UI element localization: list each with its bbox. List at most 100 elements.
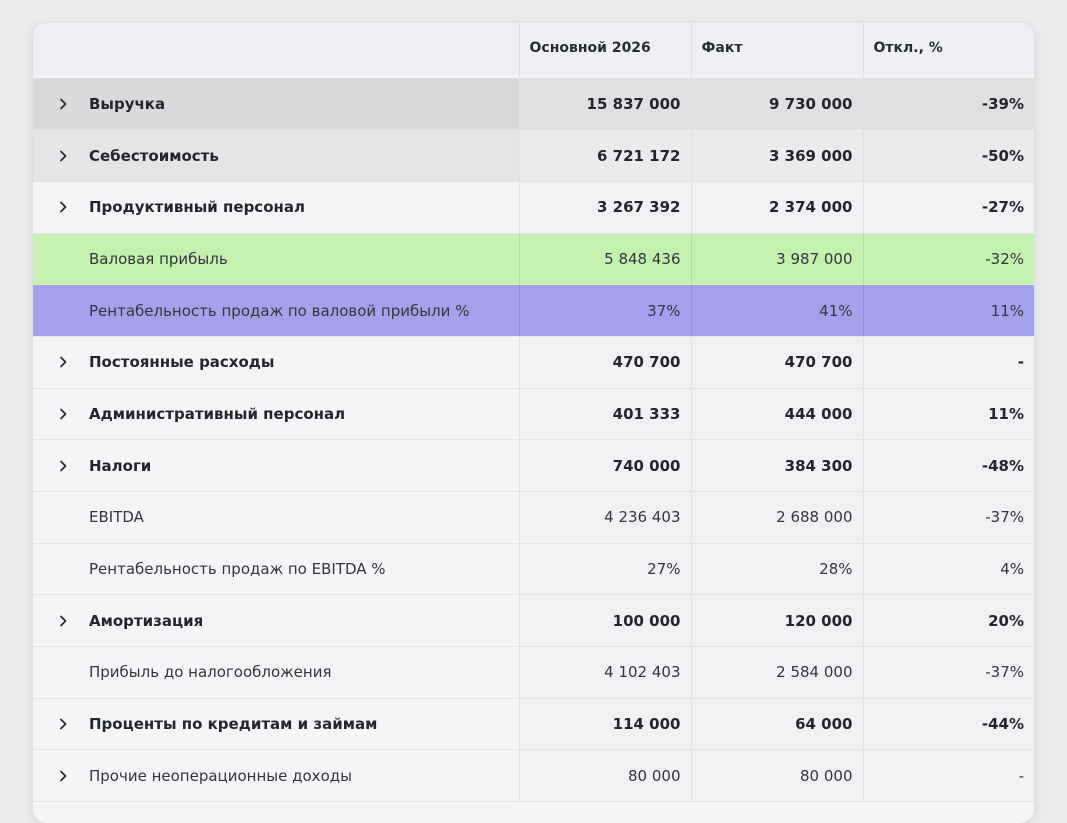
row-taxes[interactable]: Налоги 740 000 384 300 -48% <box>33 439 1034 492</box>
deviation-value: - <box>862 336 1034 389</box>
row-depreciation[interactable]: Амортизация 100 000 120 000 20% <box>33 594 1034 648</box>
chevron-right-icon[interactable] <box>55 406 71 422</box>
row-label: Выручка <box>89 94 166 113</box>
plan-value: 5 848 436 <box>518 233 691 286</box>
fact-value: 3 369 000 <box>690 129 863 182</box>
deviation-value: -48% <box>862 439 1034 492</box>
row-label: Постоянные расходы <box>89 353 275 372</box>
header-fact[interactable]: Факт <box>690 23 863 75</box>
row-label: Амортизация <box>89 611 204 630</box>
deviation-value: -27% <box>862 181 1034 234</box>
pnl-table: Основной 2026 Факт Откл., % Выручка 15 8… <box>33 23 1034 803</box>
row-label-cell: Валовая прибыль <box>33 233 519 286</box>
fact-value: 2 688 000 <box>690 491 863 544</box>
row-label-cell[interactable]: Продуктивный персонал <box>33 181 519 234</box>
row-admin-staff[interactable]: Административный персонал 401 333 444 00… <box>33 388 1034 441</box>
row-other-nonoperating-income[interactable]: Прочие неоперационные доходы 80 000 80 0… <box>33 749 1034 803</box>
row-label-cell: EBITDA <box>33 491 519 544</box>
row-label-cell[interactable]: Административный персонал <box>33 388 519 441</box>
row-label: Продуктивный персонал <box>89 198 305 217</box>
row-label-cell[interactable]: Себестоимость <box>33 129 519 182</box>
fact-value: 444 000 <box>690 388 863 441</box>
plan-value: 4 236 403 <box>518 491 691 544</box>
row-label-cell[interactable]: Проценты по кредитам и займам <box>33 698 519 751</box>
deviation-value: - <box>862 749 1034 803</box>
deviation-value: -44% <box>862 698 1034 751</box>
row-ebitda-margin: Рентабельность продаж по EBITDA % 27% 28… <box>33 543 1034 596</box>
row-gross-profit: Валовая прибыль 5 848 436 3 987 000 -32% <box>33 233 1034 286</box>
plan-value: 100 000 <box>518 594 691 648</box>
row-profit-before-tax: Прибыль до налогообложения 4 102 403 2 5… <box>33 646 1034 699</box>
table-header-row: Основной 2026 Факт Откл., % <box>33 23 1034 78</box>
plan-value: 4 102 403 <box>518 646 691 699</box>
row-label-cell: Рентабельность продаж по валовой прибыли… <box>33 284 519 337</box>
fact-value: 2 584 000 <box>690 646 863 699</box>
chevron-right-icon[interactable] <box>55 148 71 164</box>
deviation-value: -50% <box>862 129 1034 182</box>
row-loan-interest[interactable]: Проценты по кредитам и займам 114 000 64… <box>33 698 1034 751</box>
plan-value: 3 267 392 <box>518 181 691 234</box>
row-fixed-costs[interactable]: Постоянные расходы 470 700 470 700 - <box>33 336 1034 389</box>
fact-value: 470 700 <box>690 336 863 389</box>
row-label: Рентабельность продаж по EBITDA % <box>89 560 386 579</box>
pnl-report-card: Основной 2026 Факт Откл., % Выручка 15 8… <box>33 23 1034 823</box>
row-label: Налоги <box>89 456 152 475</box>
row-label: Прибыль до налогообложения <box>89 663 332 682</box>
chevron-right-icon[interactable] <box>55 199 71 215</box>
chevron-right-icon[interactable] <box>55 613 71 629</box>
row-label-cell[interactable]: Выручка <box>33 78 519 131</box>
row-label-cell: Прибыль до налогообложения <box>33 646 519 699</box>
row-label-cell[interactable]: Амортизация <box>33 594 519 648</box>
plan-value: 80 000 <box>518 749 691 803</box>
plan-value: 6 721 172 <box>518 129 691 182</box>
chevron-right-icon[interactable] <box>55 354 71 370</box>
row-label-cell: Рентабельность продаж по EBITDA % <box>33 543 519 596</box>
plan-value: 114 000 <box>518 698 691 751</box>
row-label: Проценты по кредитам и займам <box>89 715 378 734</box>
plan-value: 27% <box>518 543 691 596</box>
chevron-right-icon[interactable] <box>55 768 71 784</box>
plan-value: 401 333 <box>518 388 691 441</box>
row-cost-of-sales[interactable]: Себестоимость 6 721 172 3 369 000 -50% <box>33 129 1034 182</box>
header-deviation[interactable]: Откл., % <box>862 23 1034 75</box>
row-productive-staff[interactable]: Продуктивный персонал 3 267 392 2 374 00… <box>33 181 1034 234</box>
row-label: Прочие неоперационные доходы <box>89 766 352 785</box>
row-label-cell[interactable]: Прочие неоперационные доходы <box>33 749 519 803</box>
row-label-cell[interactable]: Постоянные расходы <box>33 336 519 389</box>
fact-value: 2 374 000 <box>690 181 863 234</box>
row-gross-margin: Рентабельность продаж по валовой прибыли… <box>33 284 1034 337</box>
chevron-right-icon[interactable] <box>55 96 71 112</box>
row-label: Себестоимость <box>89 146 219 165</box>
fact-value: 9 730 000 <box>690 78 863 131</box>
plan-value: 15 837 000 <box>518 78 691 131</box>
row-label: EBITDA <box>89 508 144 527</box>
deviation-value: -37% <box>862 646 1034 699</box>
deviation-value: 20% <box>862 594 1034 648</box>
row-label: Валовая прибыль <box>89 249 228 268</box>
header-article <box>33 23 519 75</box>
row-revenue[interactable]: Выручка 15 837 000 9 730 000 -39% <box>33 78 1034 131</box>
deviation-value: -37% <box>862 491 1034 544</box>
row-label-cell[interactable]: Налоги <box>33 439 519 492</box>
plan-value: 37% <box>518 284 691 337</box>
row-label: Рентабельность продаж по валовой прибыли… <box>89 301 470 320</box>
fact-value: 28% <box>690 543 863 596</box>
chevron-right-icon[interactable] <box>55 716 71 732</box>
plan-value: 470 700 <box>518 336 691 389</box>
fact-value: 3 987 000 <box>690 233 863 286</box>
fact-value: 120 000 <box>690 594 863 648</box>
row-label: Административный персонал <box>89 404 346 423</box>
fact-value: 41% <box>690 284 863 337</box>
fact-value: 80 000 <box>690 749 863 803</box>
deviation-value: 4% <box>862 543 1034 596</box>
chevron-right-icon[interactable] <box>55 458 71 474</box>
plan-value: 740 000 <box>518 439 691 492</box>
deviation-value: -32% <box>862 233 1034 286</box>
deviation-value: 11% <box>862 284 1034 337</box>
fact-value: 64 000 <box>690 698 863 751</box>
header-plan-2026[interactable]: Основной 2026 <box>518 23 691 75</box>
row-ebitda: EBITDA 4 236 403 2 688 000 -37% <box>33 491 1034 544</box>
fact-value: 384 300 <box>690 439 863 492</box>
deviation-value: -39% <box>862 78 1034 131</box>
deviation-value: 11% <box>862 388 1034 441</box>
